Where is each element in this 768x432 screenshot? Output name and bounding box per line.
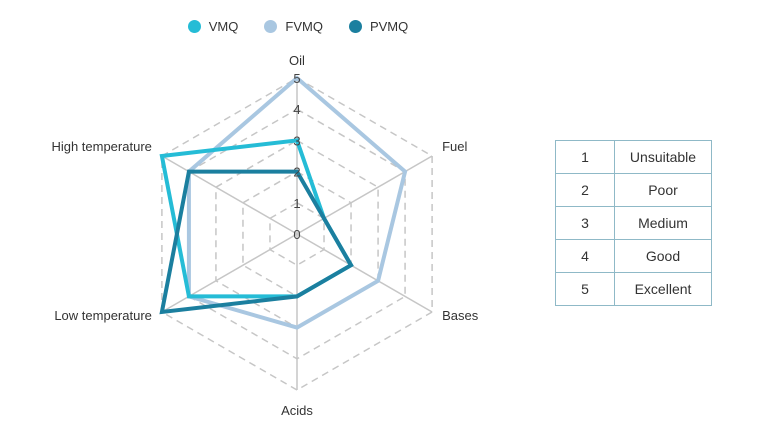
tick-label: 1 [293,196,300,211]
legend-label-fvmq: FVMQ [285,19,323,34]
tick-label: 2 [293,165,300,180]
legend-item-fvmq: FVMQ [264,19,323,34]
rating-label: Excellent [614,272,712,306]
axis-spoke [296,233,433,313]
tick-label: 4 [293,102,300,117]
rating-label: Poor [614,173,712,207]
rating-row: 3 Medium [555,206,712,240]
legend-swatch-vmq [187,20,201,33]
axis-label: Bases [442,308,479,323]
legend-swatch-fvmq [264,20,278,33]
axis-spoke [161,155,298,235]
axis-label: Oil [289,53,305,68]
legend-label-pvmq: PVMQ [369,19,409,34]
rating-value: 2 [555,173,615,207]
legend-swatch-pvmq [348,20,362,33]
rating-value: 3 [555,206,615,240]
chart-legend: VMQ FVMQ PVMQ [0,19,596,34]
tick-label: 5 [293,71,300,86]
tick-label: 0 [293,227,300,242]
axis-spoke [161,233,298,313]
series-line-pvmq [159,169,354,315]
axis-spoke [296,155,433,235]
tick-label: 3 [293,133,300,148]
rating-label: Good [614,239,712,273]
rating-row: 2 Poor [555,173,712,207]
axis-label: Acids [281,403,313,418]
axis-label: High temperature [51,139,151,154]
axis-label: Fuel [442,139,467,154]
legend-label-vmq: VMQ [208,19,239,34]
legend-item-vmq: VMQ [187,19,239,34]
rating-row: 4 Good [555,239,712,273]
rating-row: 1 Unsuitable [555,140,712,174]
rating-value: 5 [555,272,615,306]
rating-scale-table: 1 Unsuitable 2 Poor 3 Medium 4 Good 5 Ex… [555,140,712,306]
legend-item-pvmq: PVMQ [348,19,409,34]
rating-row: 5 Excellent [555,272,712,306]
axis-label: Low temperature [54,308,152,323]
rating-label: Unsuitable [614,140,712,174]
radar-chart: 0 1 2 3 4 5 Oil Fuel Bases Acids Low temperature Hi… [51,53,479,418]
rating-value: 4 [555,239,615,273]
rating-label: Medium [614,206,712,240]
rating-value: 1 [555,140,615,174]
